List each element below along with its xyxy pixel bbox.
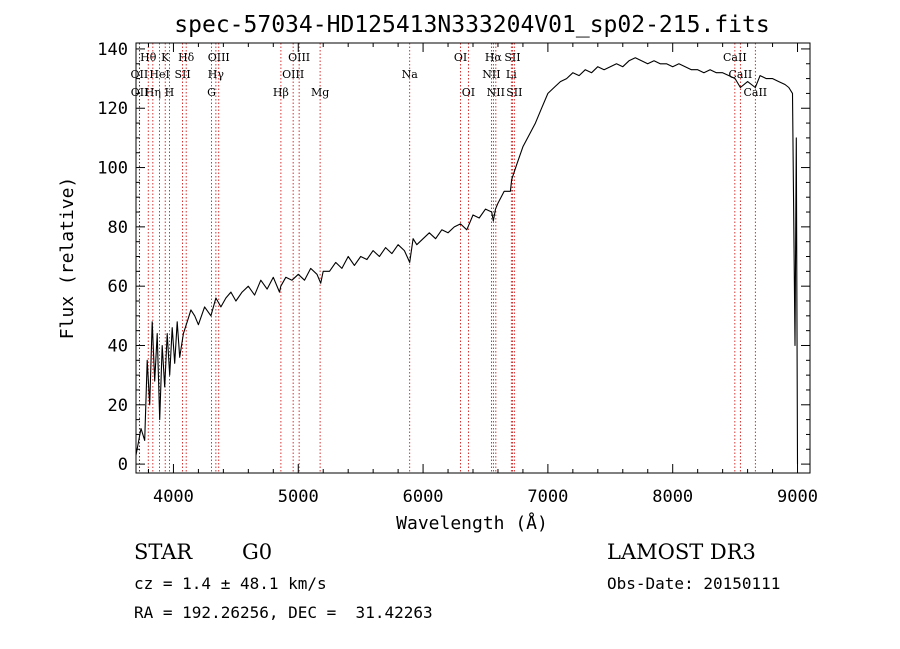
y-tick-label: 140 (97, 40, 128, 60)
line-marker-label: HeI (149, 68, 169, 81)
line-marker-label: Na (402, 68, 419, 81)
x-tick-label: 4000 (153, 487, 194, 507)
y-axis-label: Flux (relative) (57, 177, 78, 340)
survey-name: LAMOST DR3 (607, 540, 756, 564)
line-marker-label: Hβ (273, 86, 289, 99)
line-marker-label: Li (506, 68, 517, 81)
y-tick-label: 100 (97, 159, 128, 179)
x-tick-label: 9000 (777, 487, 818, 507)
plot-frame (135, 42, 811, 474)
line-marker-label: OI (462, 86, 475, 99)
object-class: STAR (134, 540, 193, 564)
x-tick-label: 6000 (403, 487, 444, 507)
line-marker-label: OI (454, 51, 467, 64)
line-marker-label: Hδ (178, 51, 195, 64)
y-tick-label: 60 (108, 277, 128, 297)
line-marker-label: H (165, 86, 175, 99)
x-axis: 4000 5000 6000 7000 8000 9000 (147, 43, 818, 507)
line-marker-label: CaII (723, 51, 747, 64)
y-tick-label: 120 (97, 99, 128, 119)
line-marker-label: Hα (485, 51, 503, 64)
line-marker-label: OIII (282, 68, 304, 81)
y-tick-label: 0 (118, 455, 128, 475)
line-marker-label: NII (487, 86, 505, 99)
y-tick-label: 20 (108, 396, 128, 416)
ra-dec: RA = 192.26256, DEC = 31.42263 (134, 603, 433, 622)
line-marker-label: OII (131, 86, 149, 99)
y-tick-label: 40 (108, 336, 128, 356)
line-marker-label: K (161, 51, 170, 64)
y-tick-label: 80 (108, 218, 128, 238)
line-marker-label: Hγ (208, 68, 225, 81)
obs-date: Obs-Date: 20150111 (607, 574, 781, 593)
x-tick-label: 7000 (527, 487, 568, 507)
line-label-group: OII OII Hθ Hη HeI K H SII Hδ G Hγ OIII Hβ OIII OIII Mg N… (131, 51, 768, 99)
line-marker-label: Hθ (140, 51, 157, 64)
x-axis-label: Wavelength (Å) (396, 512, 548, 534)
chart-title: spec-57034-HD125413N333204V01_sp02-215.f… (174, 12, 769, 38)
line-marker-label: Hη (145, 86, 161, 99)
line-marker-label: G (207, 86, 216, 99)
y-axis: 0 20 40 60 80 100 120 140 (97, 40, 810, 475)
line-marker-label: OIII (208, 51, 230, 64)
line-marker-label: Mg (311, 86, 329, 99)
line-marker-label: SII (504, 51, 520, 64)
line-marker-label: OII (131, 68, 149, 81)
line-marker-label: CaII (743, 86, 767, 99)
line-marker-label: SII (174, 68, 190, 81)
object-subclass: G0 (242, 540, 273, 564)
line-marker-label: SII (506, 86, 522, 99)
redshift-cz: cz = 1.4 ± 48.1 km/s (134, 574, 327, 593)
line-marker-label: NII (482, 68, 500, 81)
line-marker-label: CaII (729, 68, 753, 81)
x-tick-label: 8000 (652, 487, 693, 507)
line-marker-label: OIII (288, 51, 310, 64)
x-tick-label: 5000 (278, 487, 319, 507)
spectrum-line (135, 57, 799, 465)
line-marker-group (138, 43, 756, 473)
